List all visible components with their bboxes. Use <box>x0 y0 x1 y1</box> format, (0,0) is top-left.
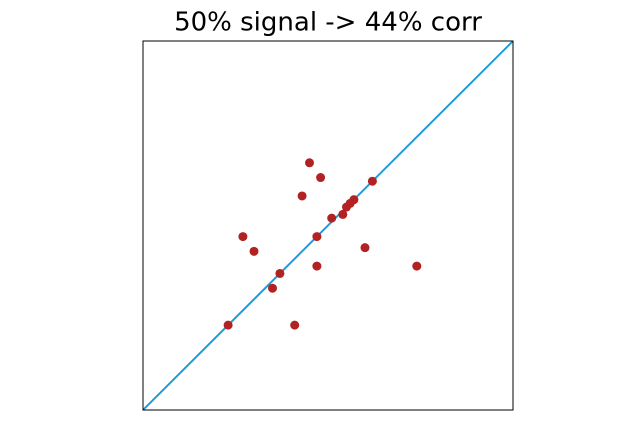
point <box>312 261 322 271</box>
point <box>268 283 277 293</box>
point <box>290 320 300 330</box>
point <box>238 232 248 242</box>
point <box>249 246 259 256</box>
point <box>327 213 337 223</box>
point <box>412 261 422 271</box>
point <box>223 320 233 330</box>
chart-title: 50% signal -> 44% corr <box>174 8 482 38</box>
point <box>305 158 314 168</box>
point <box>367 176 377 186</box>
point <box>360 243 370 253</box>
point <box>342 202 351 212</box>
point <box>338 209 348 219</box>
point <box>275 268 285 278</box>
point <box>312 232 322 242</box>
reference-line <box>143 41 513 410</box>
point <box>316 173 326 183</box>
point <box>297 191 307 201</box>
plot-frame <box>142 40 514 411</box>
